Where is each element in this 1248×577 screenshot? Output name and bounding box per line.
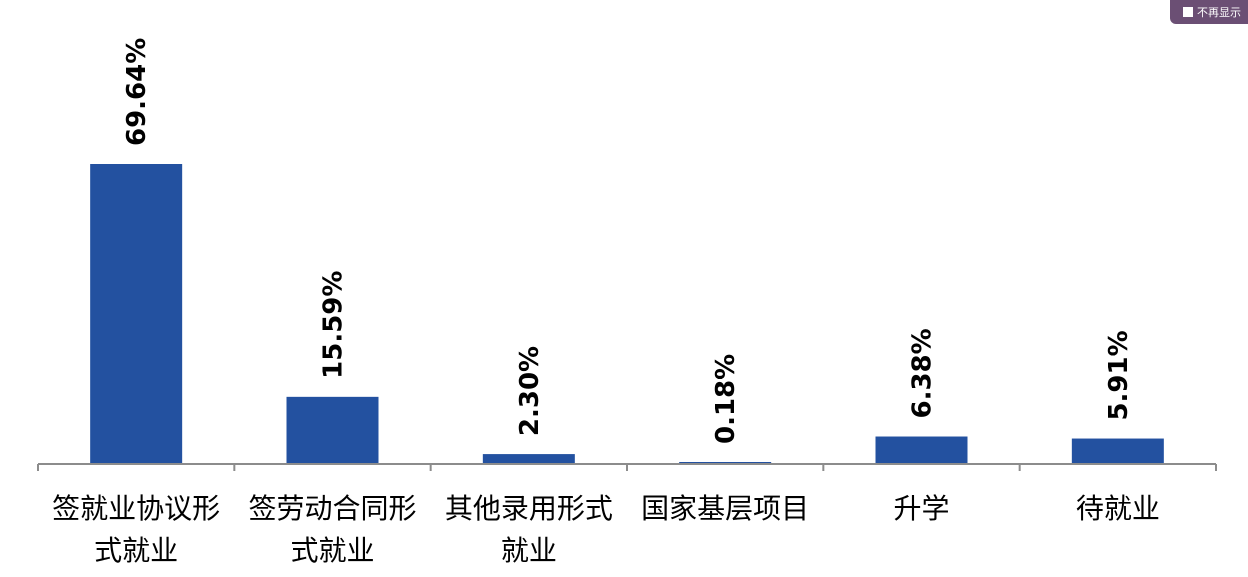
category-label: 升学 bbox=[893, 492, 949, 525]
category-label-line: 签就业协议形 bbox=[52, 492, 220, 525]
bar bbox=[90, 164, 183, 464]
category-label-line: 待就业 bbox=[1076, 492, 1160, 525]
category-label: 签劳动合同形式就业 bbox=[248, 492, 416, 567]
category-label: 签就业协议形式就业 bbox=[52, 492, 220, 567]
category-label-line: 式就业 bbox=[94, 534, 178, 567]
bar bbox=[482, 454, 575, 464]
bar bbox=[875, 436, 968, 464]
category-label-line: 就业 bbox=[501, 534, 557, 567]
category-label: 其他录用形式就业 bbox=[445, 492, 613, 567]
hide-button-label: 不再显示 bbox=[1197, 6, 1241, 19]
category-label: 待就业 bbox=[1076, 492, 1160, 525]
data-label: 69.64% bbox=[122, 38, 152, 146]
bars-group bbox=[90, 164, 1164, 464]
category-label-line: 国家基层项目 bbox=[641, 492, 809, 525]
data-label: 2.30% bbox=[515, 346, 545, 436]
data-label: 0.18% bbox=[711, 354, 741, 444]
category-label-line: 其他录用形式 bbox=[445, 492, 613, 525]
checkbox-icon bbox=[1183, 7, 1193, 17]
category-label-line: 式就业 bbox=[290, 534, 374, 567]
hide-button[interactable]: 不再显示 bbox=[1170, 0, 1248, 24]
data-labels-group: 69.64% 15.59% 2.30% 0.18% 6.38% 5.91% bbox=[122, 38, 1134, 444]
x-axis bbox=[37, 463, 1217, 471]
data-label: 5.91% bbox=[1104, 330, 1134, 420]
category-label-line: 升学 bbox=[893, 492, 949, 525]
data-label: 6.38% bbox=[908, 328, 938, 418]
data-label: 15.59% bbox=[319, 271, 349, 379]
bar bbox=[286, 396, 379, 464]
category-label: 国家基层项目 bbox=[641, 492, 809, 525]
bar bbox=[1071, 438, 1164, 464]
category-label-line: 签劳动合同形 bbox=[248, 492, 416, 525]
